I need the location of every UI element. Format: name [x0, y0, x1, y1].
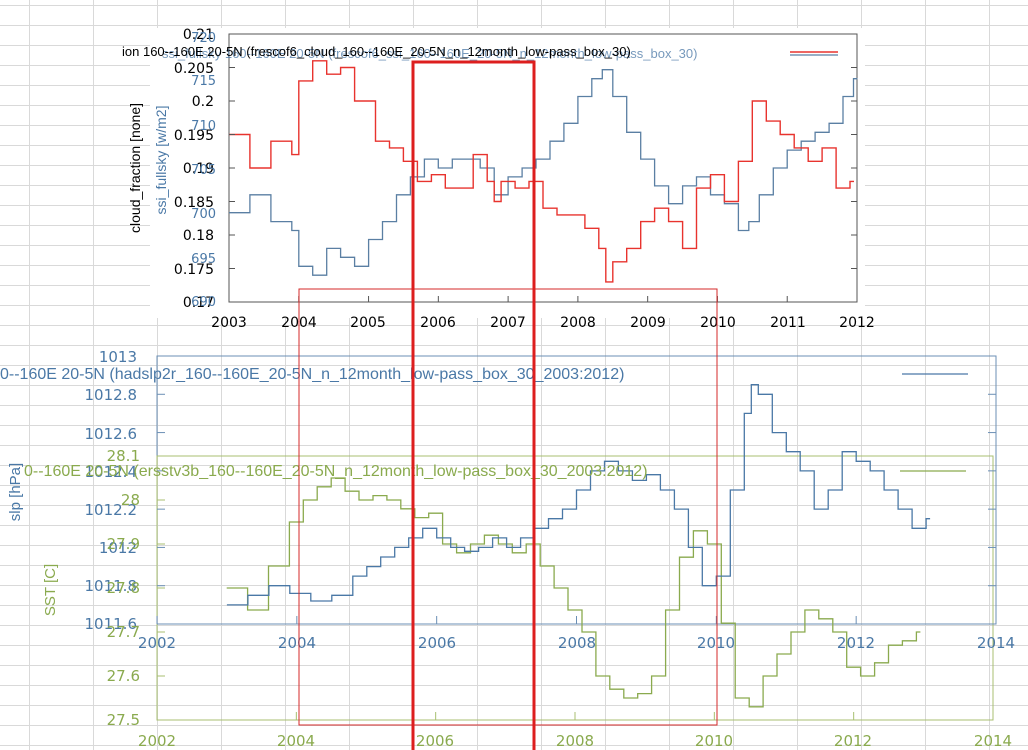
ssi-y-tick-label: 700	[191, 207, 216, 222]
slp-y-tick-label: 1012.4	[85, 463, 138, 481]
top-x-tick-labels: 2003 2004 2005 2006 2007 2008 2009 2010 …	[211, 315, 875, 331]
sst-x-tick-label: 2002	[138, 732, 176, 750]
cloud-y-tick-label: 0.195	[174, 128, 214, 144]
sst-x-tick-label: 2014	[974, 732, 1012, 750]
sst-x-tick-label: 2012	[834, 732, 872, 750]
sst-y-axis-label: SST [C]	[42, 564, 59, 616]
cloud-series-line	[229, 60, 854, 283]
slp-y-tick-labels: 1011.6 1011.8 1012 1012.2 1012.4 1012.6 …	[85, 348, 138, 633]
top-x-tick-label: 2008	[560, 315, 596, 331]
top-x-tick-label: 2003	[211, 315, 247, 331]
slp-sst-tick-marks	[156, 355, 997, 721]
sst-series-path	[226, 477, 921, 708]
slp-series-line	[226, 384, 931, 606]
sst-x-tick-label: 2008	[556, 732, 594, 750]
cloud-ssi-chart-background	[150, 28, 865, 318]
slp-x-tick-label: 2004	[278, 634, 316, 652]
top-x-tick-label: 2006	[420, 315, 456, 331]
slp-series-path	[226, 384, 931, 606]
top-x-tick-label: 2011	[770, 315, 806, 331]
slp-y-tick-label: 1012.8	[85, 386, 138, 404]
slp-x-tick-label: 2012	[837, 634, 875, 652]
sst-x-tick-label: 2006	[416, 732, 454, 750]
sst-plot-frame	[156, 455, 994, 721]
cloud-y-tick-label: 0.185	[174, 195, 214, 211]
cloud-y-tick-label: 0.205	[174, 61, 214, 77]
slp-legend-text: 0--160E 20-5N (hadslp2r_160--160E_20-5N_…	[0, 366, 624, 383]
sst-y-tick-label: 27.7	[107, 623, 140, 641]
cloud-ssi-chart: 0.17 0.175 0.18 0.185 0.19 0.195 0.2 0.2…	[122, 27, 875, 331]
sst-x-tick-labels: 2002 2004 2006 2008 2010 2012 2014	[138, 732, 1012, 750]
slp-y-tick-label: 1013	[99, 348, 137, 366]
slp-y-tick-label: 1011.6	[85, 615, 138, 633]
slp-x-tick-labels: 2002 2004 2006 2008 2010 2012 2014	[138, 634, 1015, 652]
sst-y-tick-label: 27.6	[107, 667, 140, 685]
ssi-series-line	[229, 69, 858, 276]
ssi-legend-text: ssi_fullsky 160--160E 20-5N (frescof6_ss…	[162, 46, 697, 61]
slp-y-tick-label: 1012.6	[85, 425, 138, 443]
top-x-tick-label: 2009	[630, 315, 666, 331]
slp-x-tick-label: 2014	[977, 634, 1015, 652]
slp-y-tick-label: 1011.8	[85, 577, 138, 595]
sst-y-tick-labels: 27.5 27.6 27.7 27.8 27.9 28 28.1	[107, 447, 140, 729]
cloud-y-tick-label: 0.2	[192, 94, 214, 110]
sst-y-tick-label: 27.9	[107, 535, 140, 553]
sst-y-tick-label: 27.5	[107, 711, 140, 729]
sst-x-tick-label: 2004	[277, 732, 315, 750]
slp-x-tick-label: 2002	[138, 634, 176, 652]
top-x-tick-label: 2010	[700, 315, 736, 331]
slp-x-tick-label: 2010	[697, 634, 735, 652]
sst-x-tick-label: 2010	[695, 732, 733, 750]
cloud-y-tick-label: 0.17	[183, 295, 214, 311]
cloud-y-tick-label: 0.19	[183, 161, 214, 177]
ssi-y-tick-label: 710	[191, 119, 216, 134]
top-x-tick-label: 2012	[839, 315, 875, 331]
highlight-box-inner	[411, 60, 536, 750]
sst-legend-text: 0--160E 20-5N (ersstv3b_160--160E_20-5N_…	[24, 463, 648, 480]
cloud-y-tick-labels: 0.17 0.175 0.18 0.185 0.19 0.195 0.2 0.2…	[174, 27, 214, 311]
highlight-box-outer	[298, 288, 718, 726]
top-x-tick-label: 2007	[490, 315, 526, 331]
cloud-ssi-series-lines	[229, 60, 858, 283]
sst-y-tick-label: 28	[121, 491, 140, 509]
cloud-y-axis-label: cloud_fraction [none]	[127, 103, 143, 233]
sst-series-line	[226, 477, 921, 708]
cloud-y-tick-label: 0.21	[183, 27, 214, 43]
sst-y-tick-label: 28.1	[107, 447, 140, 465]
ssi-y-tick-label: 715	[191, 74, 216, 89]
cloud-y-tick-label: 0.18	[183, 228, 214, 244]
slp-y-tick-label: 1012	[99, 539, 137, 557]
top-x-tick-label: 2005	[350, 315, 386, 331]
slp-y-axis-label: slp [hPa]	[7, 463, 24, 521]
ssi-y-tick-label: 695	[191, 252, 216, 267]
ssi-y-tick-label: 720	[191, 31, 216, 46]
ssi-y-tick-labels: 690 695 700 705 710 715 720	[191, 31, 216, 310]
ssi-y-tick-label: 690	[191, 295, 216, 310]
cloud-legend-text: ion 160--160E 20-5N (frescof6_cloud_160-…	[122, 44, 631, 59]
slp-y-tick-label: 1012.2	[85, 501, 138, 519]
slp-x-tick-label: 2006	[418, 634, 456, 652]
sst-y-tick-label: 27.8	[107, 579, 140, 597]
ssi-y-axis-label: ssi_fullsky [w/m2]	[153, 106, 169, 215]
slp-x-tick-label: 2008	[558, 634, 596, 652]
cloud-y-tick-label: 0.175	[174, 262, 214, 278]
ssi-y-tick-label: 705	[191, 163, 216, 178]
slp-sst-chart: 1011.6 1011.8 1012 1012.2 1012.4 1012.6 …	[0, 348, 1015, 750]
